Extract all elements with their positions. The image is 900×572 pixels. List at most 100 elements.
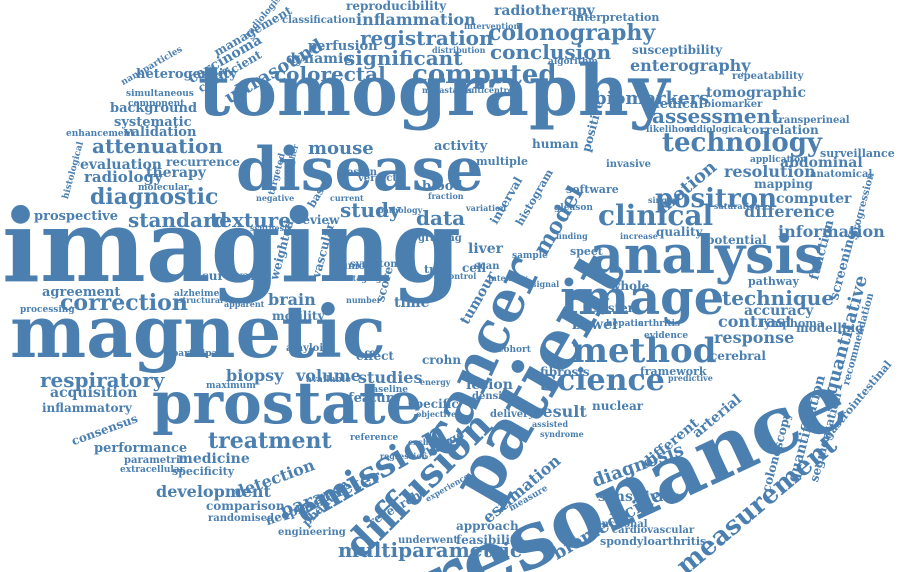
cloud-word: recurrence — [166, 155, 240, 169]
cloud-word: development — [156, 482, 271, 501]
cloud-word: exchange — [408, 437, 451, 447]
cloud-word: human — [532, 137, 579, 151]
cloud-word: staging — [348, 273, 382, 283]
cloud-word: enterography — [630, 56, 751, 75]
cloud-word: algorithm — [548, 57, 598, 67]
cloud-word: objective — [416, 409, 457, 419]
cloud-word: perfusion — [308, 39, 378, 54]
cloud-word: cell — [462, 261, 487, 275]
cloud-word: colonography — [488, 20, 656, 46]
cloud-word: amyloid — [286, 343, 331, 354]
cloud-word: survival — [202, 269, 255, 283]
cloud-word: multiple — [476, 155, 528, 168]
cloud-word: background — [110, 101, 198, 116]
cloud-word: sensitivity — [598, 489, 679, 505]
cloud-word: disease — [236, 135, 484, 205]
cloud-word: therapy — [146, 165, 206, 181]
cloud-word: regression — [380, 451, 428, 461]
cloud-word: fraction — [428, 191, 464, 201]
cloud-word: mouse — [308, 138, 374, 159]
cloud-word: alzheimer — [174, 289, 225, 299]
cloud-word: evidence — [644, 331, 689, 341]
cloud-word: study — [340, 198, 401, 222]
cloud-word: component — [128, 99, 185, 109]
cloud-word: trial — [424, 263, 451, 276]
cloud-word: registration — [360, 26, 494, 50]
cloud-word: texture — [210, 208, 291, 232]
cloud-word: intensity — [488, 273, 528, 283]
cloud-word: gleason — [554, 203, 593, 213]
cloud-word: randomised — [208, 513, 275, 524]
cloud-word: distribution — [432, 45, 486, 55]
cloud-word: tumor — [336, 261, 371, 272]
cloud-word: surveillance — [820, 147, 895, 160]
cloud-word: application — [750, 155, 807, 165]
cloud-word: validation — [124, 125, 197, 140]
cloud-word: medicine — [178, 451, 250, 467]
cloud-word: standard — [128, 208, 228, 232]
cloud-word: tomography — [198, 49, 670, 132]
cloud-word: negative — [256, 193, 295, 203]
cloud-word: activity — [434, 139, 488, 154]
cloud-word: interpretation — [572, 11, 660, 24]
cloud-word: review — [296, 213, 340, 227]
cloud-word: predictive — [668, 373, 713, 383]
cloud-word: pathway — [748, 275, 799, 288]
cloud-word: difference — [744, 202, 835, 221]
cloud-word: feasibility — [456, 533, 523, 547]
cloud-word: effect — [356, 349, 394, 363]
cloud-word: processing — [20, 305, 75, 315]
cloud-word: specific — [408, 397, 459, 411]
cloud-word: likelihood — [646, 125, 697, 135]
cloud-word: underwent — [398, 535, 459, 546]
cloud-word: modelling — [796, 321, 864, 335]
cloud-word: synthesis — [250, 223, 292, 233]
cloud-word: biomarker — [704, 99, 763, 110]
cloud-word: brain — [268, 290, 316, 309]
cloud-word: lymphoma — [760, 317, 825, 330]
cloud-word: grading — [418, 233, 462, 244]
cloud-word: prostate — [152, 369, 423, 437]
cloud-word: design — [340, 167, 378, 178]
cloud-word: magnetic — [10, 289, 386, 374]
cloud-word: single — [648, 195, 676, 205]
cloud-word: bowel — [572, 317, 618, 333]
cloud-word: repeatability — [732, 71, 804, 82]
cloud-word: cohort — [498, 345, 531, 355]
cloud-word: pathology — [378, 205, 423, 215]
cloud-word: radiological — [686, 125, 747, 135]
cloud-word: spondyloarthritis — [600, 535, 707, 548]
cloud-word: classification — [282, 15, 356, 26]
cloud-word: spect — [570, 245, 603, 258]
cloud-word: treatment — [208, 428, 332, 454]
cloud-word: participant — [172, 349, 229, 359]
cloud-word: technique — [722, 286, 835, 310]
cloud-word: result — [534, 402, 587, 421]
cloud-word: engineering — [278, 527, 346, 538]
cloud-word: analysis — [590, 225, 824, 286]
cloud-word: technology — [662, 128, 823, 158]
cloud-word: radiology — [84, 168, 163, 186]
cloud-word: increase — [620, 231, 658, 241]
cloud-word: inflammation — [356, 10, 476, 29]
cloud-word: control — [444, 271, 477, 281]
cloud-word: motility — [272, 309, 325, 323]
cloud-word: finding — [556, 231, 588, 241]
cloud-word: hepatic — [606, 319, 644, 329]
cloud-word: variation — [466, 203, 507, 213]
cloud-word: available — [306, 375, 351, 385]
cloud-word: enhancement — [66, 129, 135, 139]
cloud-word: assessment — [652, 104, 781, 128]
cloud-word: computer — [776, 191, 852, 207]
cloud-word: specificity — [172, 465, 235, 478]
cloud-word: multiparametric — [338, 538, 523, 562]
cloud-word: intervention — [464, 21, 520, 31]
cloud-word: radiotherapy — [494, 3, 595, 19]
cloud-word: significant — [344, 46, 463, 70]
cloud-word: abdominal — [780, 155, 863, 171]
cloud-word: prospective — [34, 209, 118, 224]
cloud-word: transperineal — [774, 115, 850, 126]
cloud-word: positron — [655, 184, 777, 214]
cloud-word: respiratory — [40, 368, 165, 392]
